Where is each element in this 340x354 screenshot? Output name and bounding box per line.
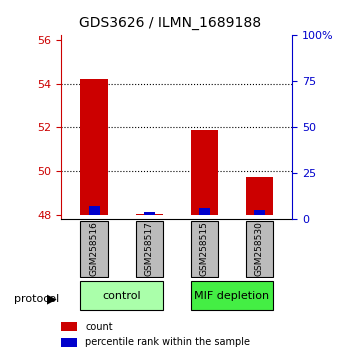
- Bar: [136, 221, 163, 277]
- Bar: [81, 281, 163, 310]
- Bar: [254, 210, 265, 215]
- Text: control: control: [102, 291, 141, 301]
- Bar: [81, 221, 108, 277]
- Text: protocol: protocol: [14, 294, 59, 304]
- Bar: [190, 130, 218, 215]
- Text: MIF depletion: MIF depletion: [194, 291, 269, 301]
- Bar: [144, 212, 155, 215]
- Text: percentile rank within the sample: percentile rank within the sample: [85, 337, 250, 348]
- Bar: [81, 79, 108, 215]
- Bar: [61, 322, 77, 331]
- Text: GSM258517: GSM258517: [145, 221, 154, 276]
- Bar: [245, 177, 273, 215]
- Bar: [136, 214, 163, 215]
- Bar: [245, 221, 273, 277]
- Bar: [61, 338, 77, 347]
- Text: GDS3626 / ILMN_1689188: GDS3626 / ILMN_1689188: [79, 16, 261, 30]
- Bar: [190, 221, 218, 277]
- Text: ▶: ▶: [47, 293, 56, 306]
- Text: count: count: [85, 321, 113, 332]
- Bar: [190, 281, 273, 310]
- Bar: [89, 206, 100, 215]
- Text: GSM258530: GSM258530: [255, 221, 264, 276]
- Bar: [199, 208, 210, 215]
- Text: GSM258515: GSM258515: [200, 221, 209, 276]
- Text: GSM258516: GSM258516: [90, 221, 99, 276]
